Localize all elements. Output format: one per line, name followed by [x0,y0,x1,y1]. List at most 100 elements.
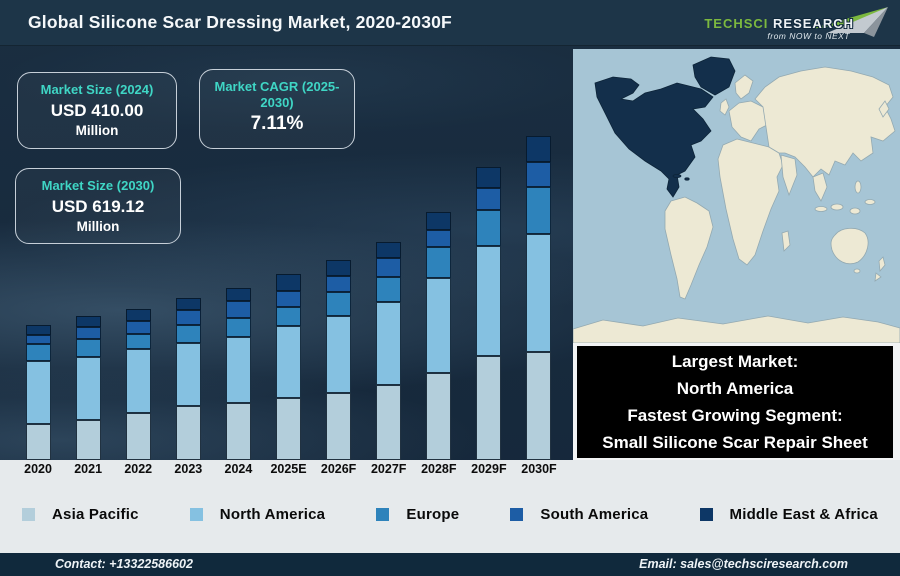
continent-africa [717,138,784,266]
legend-swatch-north-america [189,507,203,521]
segment-asia-pacific-2024 [226,403,251,460]
segment-south-america-2028f [426,230,451,247]
scandinavia [734,74,754,100]
legend: Asia Pacific North America Europe South Ame… [0,498,900,530]
chart-bars [0,46,573,460]
year-label-2030f: 2030F [521,462,557,476]
borneo [830,203,844,211]
sulawesi [864,199,876,205]
segment-south-america-2020 [26,335,51,344]
segment-europe-2020 [26,344,51,361]
brand-tagline: from NOW to NEXT [767,31,850,41]
segment-asia-pacific-2020 [26,424,51,460]
segment-asia-pacific-2027f [376,385,401,460]
segment-north-america-2029f [476,246,501,356]
brand-logo: TechSci Research from NOW to NEXT [702,3,892,43]
legend-item-asia-pacific: Asia Pacific [22,506,139,523]
callout-line-1: Largest Market: [671,352,799,371]
segment-middle-east-africa-2030f [526,136,551,162]
bar-2023 [176,298,201,460]
segment-europe-2027f [376,277,401,302]
segment-south-america-2024 [226,301,251,318]
market-size-2024-label: Market Size (2024) [40,82,154,97]
japan [878,100,890,118]
segment-middle-east-africa-2022 [126,309,151,321]
segment-europe-2029f [476,210,501,246]
segment-north-america-2021 [76,357,101,420]
legend-label-south-america: South America [540,505,649,523]
year-label-2024: 2024 [224,462,253,476]
bar-2025e [276,274,301,460]
page-title: Global Silicone Scar Dressing Market, 20… [28,12,452,32]
callout-line-3: Fastest Growing Segment: [627,406,843,425]
segment-asia-pacific-2029f [476,356,501,460]
legend-swatch-middle-east-africa [699,507,713,521]
brand-primary: TechSci [704,16,769,31]
bar-2028f [426,212,451,460]
india [780,154,798,197]
year-label-2020: 2020 [24,462,52,476]
segment-europe-2026f [326,292,351,316]
segment-middle-east-africa-2021 [76,316,101,327]
continent-asia [754,66,896,178]
segment-middle-east-africa-2023 [176,298,201,310]
year-label-2026f: 2026F [320,462,357,476]
year-label-2029f: 2029F [471,462,507,476]
x-axis: 2020 2021 2022 2023 2024 2025E 2026F 2027F 2028F… [13,462,564,480]
segment-middle-east-africa-2025e [276,274,301,291]
segment-north-america-2025e [276,326,301,398]
segment-south-america-2025e [276,291,301,307]
segment-middle-east-africa-2029f [476,167,501,188]
legend-label-middle-east-africa: Middle East & Africa [729,505,878,523]
segment-asia-pacific-2025e [276,398,301,460]
segment-south-america-2023 [176,310,201,325]
legend-swatch-europe [376,507,390,521]
segment-north-america-2026f [326,316,351,393]
year-label-2028f: 2028F [421,462,457,476]
bar-2030f [526,136,551,460]
callout-line-2: North America [676,379,794,398]
segment-middle-east-africa-2027f [376,242,401,258]
logo-arrow-icon [810,7,888,37]
segment-asia-pacific-2028f [426,373,451,460]
sumatra [814,206,828,212]
market-cagr-box: Market CAGR (2025-2030) 7.11% [199,69,355,149]
year-label-2027f: 2027F [370,462,407,476]
segment-europe-2030f [526,187,551,234]
segment-south-america-2027f [376,258,401,277]
market-size-2030-unit: Million [76,219,120,235]
legend-swatch-south-america [510,507,524,521]
segment-north-america-2020 [26,361,51,424]
legend-label-asia-pacific: Asia Pacific [52,505,139,523]
segment-south-america-2029f [476,188,501,210]
segment-europe-2023 [176,325,201,343]
brand-secondary: Research [773,16,854,31]
legend-item-europe: Europe [376,506,459,523]
segment-north-america-2022 [126,349,151,413]
bar-2029f [476,167,501,460]
new-guinea [849,207,861,215]
segment-south-america-2026f [326,276,351,292]
market-size-2024-box: Market Size (2024) USD 410.00 Million [17,72,177,149]
segment-europe-2024 [226,318,251,337]
segment-europe-2021 [76,339,101,357]
continent-australia [830,227,869,265]
legend-item-middle-east-africa: Middle East & Africa [699,505,878,523]
caribbean-highlight [684,177,690,181]
segment-south-america-2022 [126,321,151,334]
united-kingdom [719,98,730,116]
market-size-2024-unit: Million [75,123,119,139]
new-zealand [874,256,886,282]
continent-north-america-highlight [594,76,714,198]
contact-info: Contact: +13322586602 [55,557,193,571]
segment-asia-pacific-2022 [126,413,151,460]
greenland-highlight [692,56,736,96]
market-size-2030-value: USD 619.12 [51,197,145,217]
segment-north-america-2027f [376,302,401,385]
madagascar [781,230,791,252]
segment-asia-pacific-2021 [76,420,101,460]
bar-2020 [26,325,51,460]
segment-south-america-2030f [526,162,551,187]
segment-asia-pacific-2030f [526,352,551,460]
